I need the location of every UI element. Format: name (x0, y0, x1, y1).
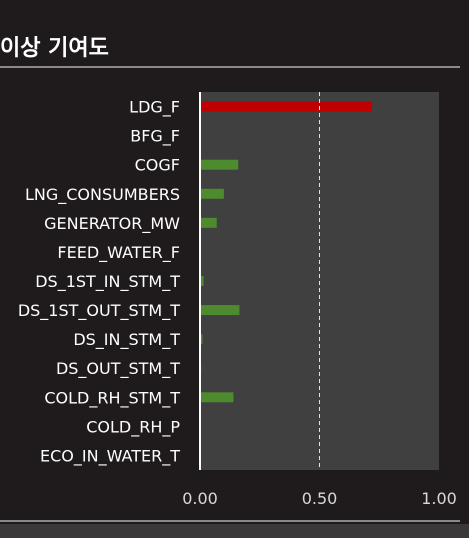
bar-ds-1st-in-stm-t (200, 276, 204, 286)
bottom-divider (0, 520, 460, 522)
category-label: BFG_F (130, 127, 180, 147)
category-label: COLD_RH_P (86, 417, 180, 437)
footer-band (0, 524, 469, 538)
category-label: LNG_CONSUMBERS (25, 185, 180, 205)
x-tick-label: 1.00 (421, 489, 457, 508)
x-tick-label: 0.50 (302, 489, 338, 508)
category-label: FEED_WATER_F (57, 243, 180, 263)
title-divider (0, 66, 460, 68)
bar-ds-in-stm-t (200, 334, 203, 345)
contribution-bar-chart: LDG_F BFG_F COGF LNG_CONSUMBERS GENERATOR_MW… (18, 92, 457, 508)
category-label: DS_OUT_STM_T (56, 359, 180, 379)
bar-ds-1st-out-stm-t (200, 305, 240, 316)
x-tick-label: 0.00 (182, 489, 218, 508)
bar-lng-consumbers (200, 188, 224, 199)
bar-generator-mw (200, 217, 217, 228)
category-label: ECO_IN_WATER_T (40, 446, 180, 466)
chart-title: 이상 기여도 (0, 36, 109, 61)
bar-cold-rh-stm-t (200, 392, 234, 403)
category-label: COLD_RH_STM_T (44, 388, 180, 408)
category-label: DS_1ST_OUT_STM_T (18, 301, 180, 321)
category-label: LDG_F (129, 98, 180, 118)
category-label: DS_1ST_IN_STM_T (35, 272, 180, 292)
category-label: DS_IN_STM_T (73, 330, 180, 350)
bar-cogf (200, 159, 239, 170)
category-label: COGF (135, 156, 180, 175)
bar-ldg-f (200, 101, 373, 112)
category-label: GENERATOR_MW (44, 214, 180, 234)
